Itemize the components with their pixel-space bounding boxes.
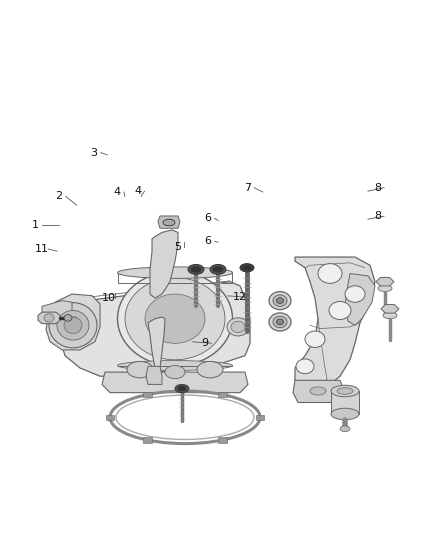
Ellipse shape [337,387,353,394]
Ellipse shape [276,298,283,303]
Ellipse shape [127,361,153,378]
Bar [143,438,152,443]
Bar [218,392,227,397]
Ellipse shape [318,264,342,284]
Ellipse shape [175,384,189,393]
Ellipse shape [44,314,54,322]
Ellipse shape [163,219,175,226]
Text: 10: 10 [102,293,116,303]
Text: 6: 6 [205,236,212,246]
Text: 7: 7 [244,183,251,192]
Ellipse shape [197,361,223,378]
Text: 8: 8 [374,211,381,221]
Bar [218,438,227,443]
Text: 5: 5 [174,242,181,252]
Text: 11: 11 [35,244,49,254]
Ellipse shape [210,264,226,274]
Text: 8: 8 [374,183,381,192]
Ellipse shape [273,295,287,306]
Ellipse shape [227,318,249,336]
Polygon shape [150,230,178,298]
Ellipse shape [49,303,97,348]
Ellipse shape [64,314,72,321]
Ellipse shape [191,266,201,272]
Polygon shape [381,304,399,313]
Ellipse shape [243,265,251,270]
Text: 9: 9 [201,338,208,348]
Polygon shape [46,294,100,350]
Ellipse shape [310,387,326,395]
Ellipse shape [240,264,254,272]
Ellipse shape [276,319,283,325]
Ellipse shape [269,292,291,310]
Ellipse shape [305,331,325,348]
Bar [256,415,265,420]
Ellipse shape [269,313,291,331]
Text: 1: 1 [32,220,39,230]
Text: 6: 6 [205,213,212,223]
Ellipse shape [125,278,225,360]
Polygon shape [146,366,162,384]
Polygon shape [331,391,359,414]
Text: 4: 4 [114,187,121,197]
Polygon shape [293,381,345,402]
Ellipse shape [378,285,392,292]
Text: 12: 12 [233,292,247,302]
Ellipse shape [331,385,359,397]
Polygon shape [102,372,248,393]
Text: 4: 4 [134,186,141,196]
Ellipse shape [165,366,185,378]
Ellipse shape [231,321,245,333]
Ellipse shape [213,266,223,272]
Ellipse shape [57,310,89,340]
Ellipse shape [340,426,350,432]
Ellipse shape [188,264,204,274]
Ellipse shape [145,294,205,343]
Ellipse shape [345,286,365,302]
Ellipse shape [331,408,359,420]
Ellipse shape [383,312,397,319]
Polygon shape [60,282,250,376]
Polygon shape [38,312,60,324]
Polygon shape [345,273,375,325]
Ellipse shape [178,386,186,391]
Ellipse shape [273,316,287,328]
Ellipse shape [117,361,233,370]
Ellipse shape [117,267,233,278]
Polygon shape [295,257,375,393]
Text: 2: 2 [56,191,63,201]
Ellipse shape [117,271,233,366]
Ellipse shape [329,302,351,319]
Bar [106,415,114,420]
Bar [143,392,152,397]
Ellipse shape [296,359,314,374]
Polygon shape [42,301,72,320]
Text: 3: 3 [91,148,98,158]
Ellipse shape [64,317,82,334]
Polygon shape [158,216,180,228]
Polygon shape [376,278,394,286]
Polygon shape [148,317,165,368]
